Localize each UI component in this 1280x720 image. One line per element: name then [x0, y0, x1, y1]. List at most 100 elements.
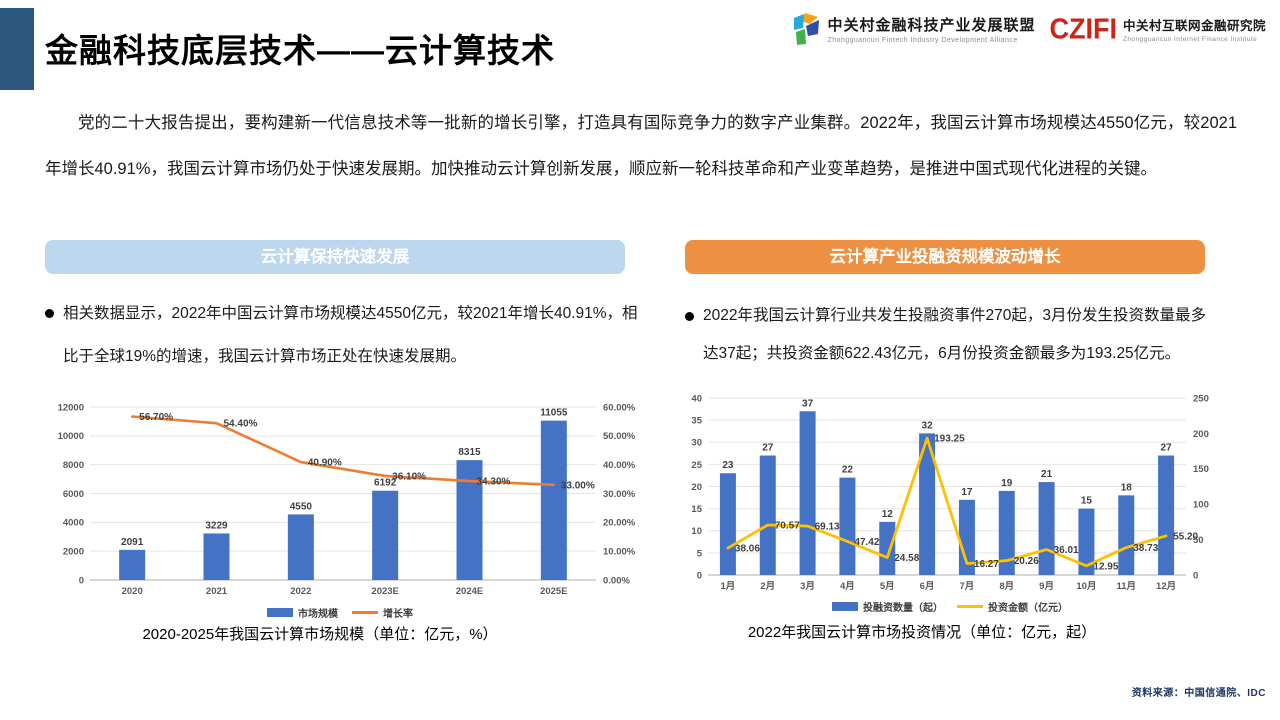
legend-bar-swatch — [832, 602, 858, 611]
svg-text:5: 5 — [697, 548, 703, 559]
svg-text:2091: 2091 — [121, 537, 144, 548]
svg-text:30.00%: 30.00% — [603, 489, 636, 500]
svg-text:33.00%: 33.00% — [561, 480, 595, 491]
legend-label: 投融资数量（起） — [863, 603, 943, 614]
alliance-name-cn: 中关村金融科技产业发展联盟 — [827, 17, 1036, 34]
svg-text:8315: 8315 — [458, 447, 481, 458]
svg-text:50.00%: 50.00% — [603, 431, 636, 442]
right-section-header: 云计算产业投融资规模波动增长 — [685, 240, 1205, 274]
svg-text:2023E: 2023E — [371, 586, 398, 597]
market-size-chart: 0 2000 4000 6000 8000 10000 12000 0.00% 10.00% 20… — [58, 402, 636, 597]
legend-item: 投融资数量（起） — [832, 599, 943, 614]
svg-text:0.00%: 0.00% — [603, 575, 630, 586]
svg-text:35: 35 — [691, 416, 702, 427]
svg-text:20.00%: 20.00% — [603, 518, 636, 529]
page-title: 金融科技底层技术——云计算技术 — [45, 32, 555, 69]
line-series — [726, 436, 1168, 568]
svg-text:6月: 6月 — [920, 581, 935, 590]
legend-item: 投资金额（亿元） — [957, 599, 1068, 614]
svg-text:15: 15 — [1081, 496, 1093, 507]
svg-text:32: 32 — [922, 420, 934, 431]
svg-text:6000: 6000 — [63, 489, 84, 500]
svg-text:23: 23 — [722, 460, 734, 471]
bar-value-labels: 2091 3229 4550 6192 8315 11055 — [121, 408, 568, 548]
svg-text:2022: 2022 — [290, 586, 311, 597]
header-logos: 中关村金融科技产业发展联盟 Zhongguancun Fintech Indus… — [791, 12, 1266, 46]
svg-text:2月: 2月 — [760, 581, 775, 590]
gridlines — [708, 397, 1186, 554]
svg-text:20.26: 20.26 — [1014, 556, 1039, 567]
svg-text:193.25: 193.25 — [934, 434, 965, 445]
bullet-dot-icon — [45, 309, 54, 318]
svg-text:47.42: 47.42 — [854, 537, 879, 548]
bar-series — [119, 420, 567, 580]
svg-text:12000: 12000 — [58, 402, 84, 413]
legend-label: 市场规模 — [298, 609, 338, 620]
left-chart-caption: 2020-2025年我国云计算市场规模（单位：亿元，%） — [142, 626, 498, 643]
market-size-chart-legend: 市场规模 增长率 — [40, 605, 640, 620]
bar-value-labels: 23 27 37 22 12 32 17 19 21 15 18 27 — [722, 398, 1172, 520]
svg-text:2021: 2021 — [206, 586, 228, 597]
svg-text:3月: 3月 — [800, 581, 815, 590]
svg-text:10: 10 — [691, 526, 702, 537]
svg-text:38.06: 38.06 — [735, 544, 760, 555]
svg-text:36.01: 36.01 — [1054, 545, 1079, 556]
svg-text:15: 15 — [691, 504, 702, 515]
bullet-dot-icon — [685, 312, 694, 321]
svg-text:4550: 4550 — [290, 501, 313, 512]
svg-text:20: 20 — [691, 482, 702, 493]
svg-text:2000: 2000 — [63, 547, 84, 558]
svg-text:10月: 10月 — [1076, 581, 1096, 590]
svg-text:11055: 11055 — [540, 408, 568, 419]
svg-text:9月: 9月 — [1039, 581, 1054, 590]
institute-name-en: Zhongguancun Internet Finance Institute — [1122, 36, 1258, 43]
svg-text:10.00%: 10.00% — [603, 547, 636, 558]
legend-item: 市场规模 — [267, 605, 338, 620]
svg-text:18: 18 — [1121, 482, 1133, 493]
svg-text:54.40%: 54.40% — [224, 419, 258, 430]
alliance-name-en: Zhongguancun Fintech Industry Developmen… — [827, 37, 1018, 44]
title-accent-block — [0, 8, 34, 90]
svg-text:150: 150 — [1193, 464, 1209, 475]
right-chart-caption: 2022年我国云计算市场投资情况（单位：亿元，起） — [747, 624, 1097, 641]
svg-text:19: 19 — [1001, 478, 1013, 489]
svg-text:38.73: 38.73 — [1133, 543, 1158, 554]
axis-labels: 0 2000 4000 6000 8000 10000 12000 0.00% 10.00% 20… — [58, 402, 636, 597]
legend-item: 增长率 — [352, 605, 413, 620]
svg-text:2024E: 2024E — [456, 586, 483, 597]
source-note: 资料来源：中国信通院、IDC — [1131, 688, 1266, 699]
investment-chart: 0 5 10 15 20 25 30 35 40 0 50 100 150 200 250 1月 2月 3月 4月 5… — [691, 393, 1209, 590]
svg-text:36.10%: 36.10% — [392, 471, 426, 482]
svg-text:12: 12 — [882, 509, 894, 520]
svg-text:1月: 1月 — [721, 581, 736, 590]
svg-text:100: 100 — [1193, 500, 1209, 511]
svg-text:25: 25 — [691, 460, 702, 471]
left-section-header: 云计算保持快速发展 — [45, 240, 625, 274]
svg-text:8月: 8月 — [999, 581, 1014, 590]
investment-chart-legend: 投融资数量（起） 投资金额（亿元） — [680, 599, 1220, 614]
svg-text:0: 0 — [697, 570, 702, 581]
svg-text:50: 50 — [1193, 535, 1204, 546]
svg-text:5月: 5月 — [880, 581, 895, 590]
svg-text:12.95: 12.95 — [1093, 561, 1118, 572]
svg-text:40.90%: 40.90% — [308, 458, 342, 469]
line-value-labels: 56.70% 54.40% 40.90% 36.10% 34.30% 33.00% — [139, 412, 595, 491]
right-bullet-text: 2022年我国云计算行业共发生投融资事件270起，3月份发生投资数量最多达37起… — [703, 307, 1206, 362]
svg-text:3229: 3229 — [205, 520, 228, 531]
svg-text:21: 21 — [1041, 469, 1053, 480]
svg-text:4月: 4月 — [840, 581, 855, 590]
svg-text:27: 27 — [1161, 443, 1173, 454]
svg-text:60.00%: 60.00% — [603, 402, 636, 413]
left-bullet-text: 相关数据显示，2022年中国云计算市场规模达4550亿元，较2021年增长40.… — [63, 305, 638, 365]
svg-text:24.58: 24.58 — [894, 553, 919, 564]
svg-text:4000: 4000 — [63, 518, 84, 529]
svg-text:56.70%: 56.70% — [139, 412, 173, 423]
institute-name-cn: 中关村互联网金融研究院 — [1122, 19, 1266, 33]
svg-text:12月: 12月 — [1156, 581, 1176, 590]
svg-text:37: 37 — [802, 398, 814, 409]
legend-bar-swatch — [267, 608, 293, 617]
svg-text:55.20: 55.20 — [1173, 531, 1198, 542]
right-bullet-item: 2022年我国云计算行业共发生投融资事件270起，3月份发生投资数量最多达37起… — [685, 297, 1213, 373]
alliance-logo-icon — [794, 13, 820, 45]
